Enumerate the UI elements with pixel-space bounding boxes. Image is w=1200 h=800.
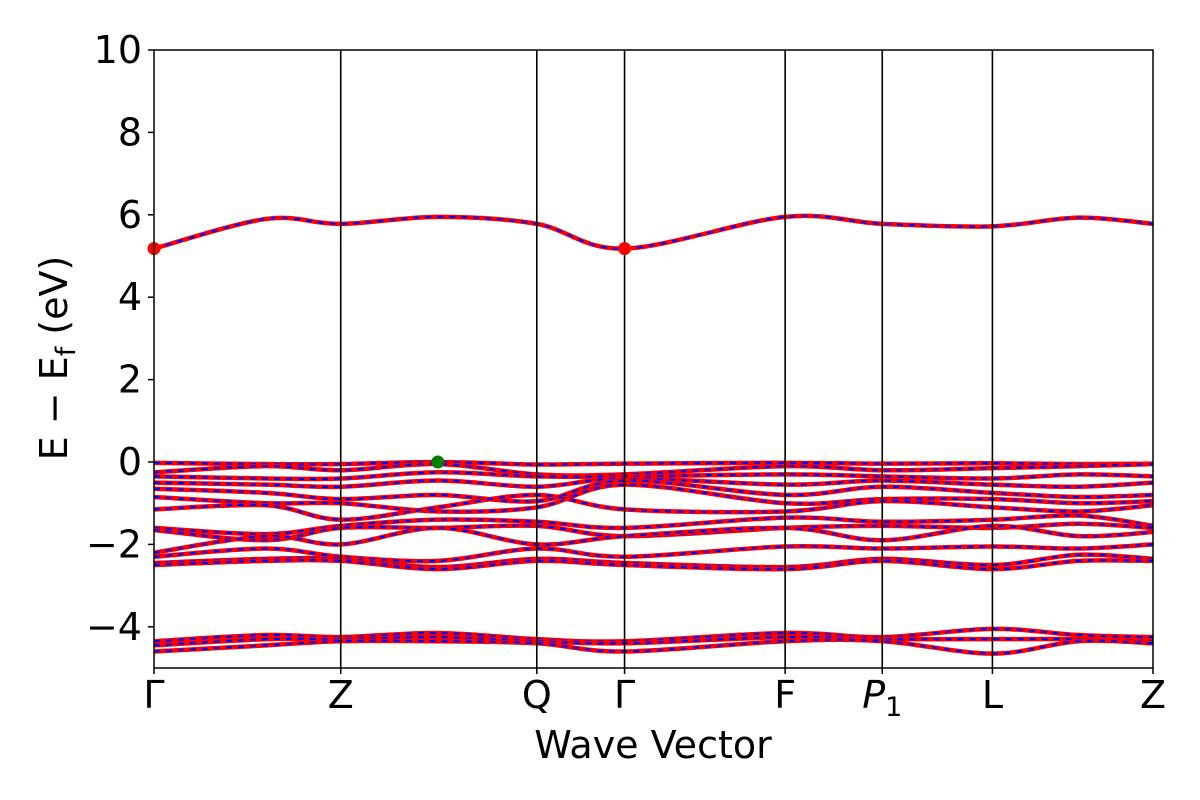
x-axis-ticks: Γ Z Q Γ F P1 L Z [143, 668, 1166, 723]
x-tick-label-sub: 1 [885, 692, 902, 723]
y-tick-label: −4 [86, 605, 142, 649]
x-tick-label: Z [1140, 673, 1166, 717]
band-line-spin-up [153, 493, 1154, 521]
band-line-spin-up [153, 558, 1154, 571]
plot-frame [153, 49, 1154, 669]
band-line-spin-up [153, 460, 1154, 466]
band-line-spin-up [153, 553, 1154, 569]
x-tick-label: L [982, 673, 1003, 717]
x-axis-label: Wave Vector [534, 723, 772, 767]
band-line-spin-up [153, 514, 1154, 536]
kpoint-lines [339, 50, 994, 668]
x-tick-label: F [774, 673, 796, 717]
y-tick-label: 6 [118, 193, 142, 237]
band-line-spin-up [153, 524, 1154, 554]
x-tick-label: Z [328, 673, 354, 717]
band-line-spin-up [153, 638, 1154, 655]
y-tick-label: 10 [94, 28, 142, 72]
y-tick-label: 0 [118, 440, 142, 484]
y-tick-label: 4 [118, 275, 142, 319]
band-line-spin-up [153, 483, 1154, 513]
band-line-spin-up [153, 477, 1154, 488]
band-line-spin-up [153, 462, 1154, 477]
band-line-spin-up [153, 627, 1154, 643]
plot-bands [153, 213, 1154, 656]
cbm-marker [618, 242, 632, 256]
y-axis-label: E − Ef (eV) [32, 256, 82, 461]
band-line-spin-down [153, 213, 1154, 251]
x-tick-label: Q [522, 673, 552, 717]
y-tick-label: 2 [118, 358, 142, 402]
band-line-spin-up [153, 479, 1154, 503]
band-line-spin-up [153, 635, 1154, 647]
x-tick-label: Γ [614, 673, 635, 717]
y-axis-label-sub: f [51, 345, 82, 356]
x-tick-label: P1 [862, 673, 902, 723]
x-tick-label: Γ [143, 673, 164, 717]
vbm-marker [431, 455, 445, 469]
y-tick-label: 8 [118, 110, 142, 154]
y-axis-label-text: E − E [32, 356, 76, 460]
x-tick-label-main: P [862, 673, 885, 717]
y-tick-label: −2 [86, 522, 142, 566]
y-axis-ticks: −4 −2 0 2 4 6 8 10 [86, 28, 154, 649]
band-line-spin-up [153, 471, 1154, 481]
extrema-markers [147, 242, 632, 469]
y-axis-label-unit: (eV) [32, 256, 76, 347]
